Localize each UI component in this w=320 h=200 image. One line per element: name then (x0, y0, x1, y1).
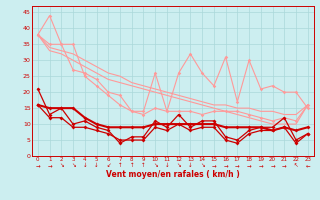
X-axis label: Vent moyen/en rafales ( km/h ): Vent moyen/en rafales ( km/h ) (106, 170, 240, 179)
